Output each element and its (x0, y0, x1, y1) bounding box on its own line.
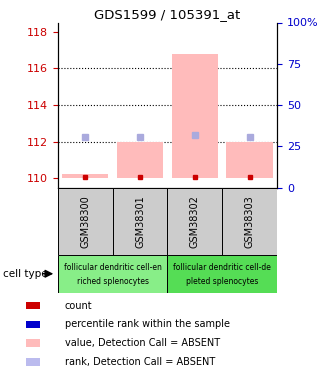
Text: GSM38301: GSM38301 (135, 195, 145, 248)
Text: follicular dendritic cell-de: follicular dendritic cell-de (173, 262, 271, 272)
Text: pleted splenocytes: pleted splenocytes (186, 278, 258, 286)
Bar (168, 188, 222, 255)
Bar (226, 142, 273, 178)
Bar (26, 339, 41, 347)
Title: GDS1599 / 105391_at: GDS1599 / 105391_at (94, 8, 241, 21)
Text: percentile rank within the sample: percentile rank within the sample (65, 320, 230, 329)
Bar (58, 188, 113, 255)
Text: follicular dendritic cell-en: follicular dendritic cell-en (64, 262, 162, 272)
Bar (26, 321, 41, 328)
Bar (26, 302, 41, 309)
Text: GSM38303: GSM38303 (245, 195, 255, 248)
Text: GSM38302: GSM38302 (190, 195, 200, 248)
Bar (168, 255, 277, 292)
Bar (117, 142, 163, 178)
Bar (62, 174, 109, 178)
Text: rank, Detection Call = ABSENT: rank, Detection Call = ABSENT (65, 357, 215, 367)
Bar (58, 255, 168, 292)
Text: GSM38300: GSM38300 (80, 195, 90, 248)
Bar (113, 188, 168, 255)
Text: riched splenocytes: riched splenocytes (77, 278, 148, 286)
Text: count: count (65, 301, 92, 310)
Text: cell type: cell type (3, 269, 48, 279)
Bar (26, 358, 41, 366)
Text: value, Detection Call = ABSENT: value, Detection Call = ABSENT (65, 338, 220, 348)
Bar (222, 188, 277, 255)
Bar (172, 54, 218, 178)
